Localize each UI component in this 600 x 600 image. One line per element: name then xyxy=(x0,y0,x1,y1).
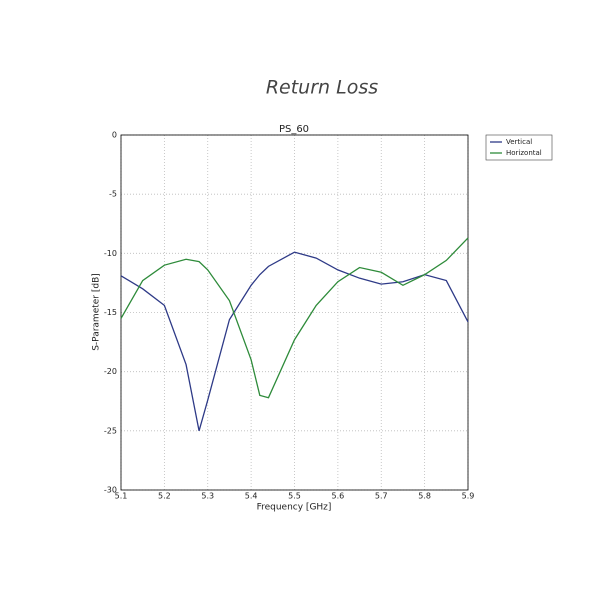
y-tick-label: -10 xyxy=(104,249,117,258)
x-tick-label: 5.5 xyxy=(288,492,301,501)
y-tick-label: -20 xyxy=(104,367,117,376)
y-tick-label: -25 xyxy=(104,426,117,435)
x-tick-label: 5.6 xyxy=(332,492,345,501)
y-axis-label: S-Parameter [dB] xyxy=(92,273,102,351)
page-heading: Return Loss xyxy=(266,77,378,99)
x-tick-label: 5.1 xyxy=(115,492,128,501)
y-tick-label: 0 xyxy=(112,131,117,140)
y-tick-label: -5 xyxy=(109,190,117,199)
plot-frame xyxy=(120,134,469,491)
series-line xyxy=(120,251,469,432)
x-tick-label: 5.9 xyxy=(462,492,475,501)
x-tick-label: 5.4 xyxy=(245,492,258,501)
x-tick-label: 5.8 xyxy=(418,492,431,501)
chart-title: PS_60 xyxy=(279,124,309,135)
x-tick-label: 5.2 xyxy=(158,492,171,501)
legend-label: Vertical xyxy=(506,138,532,146)
y-tick-label: -30 xyxy=(104,486,117,495)
legend-box xyxy=(485,134,553,161)
y-tick-label: -15 xyxy=(104,308,117,317)
x-tick-label: 5.3 xyxy=(201,492,214,501)
x-tick-label: 5.7 xyxy=(375,492,388,501)
legend-label: Horizontal xyxy=(506,149,542,157)
x-axis-label: Frequency [GHz] xyxy=(257,503,332,513)
series-line xyxy=(120,237,469,399)
